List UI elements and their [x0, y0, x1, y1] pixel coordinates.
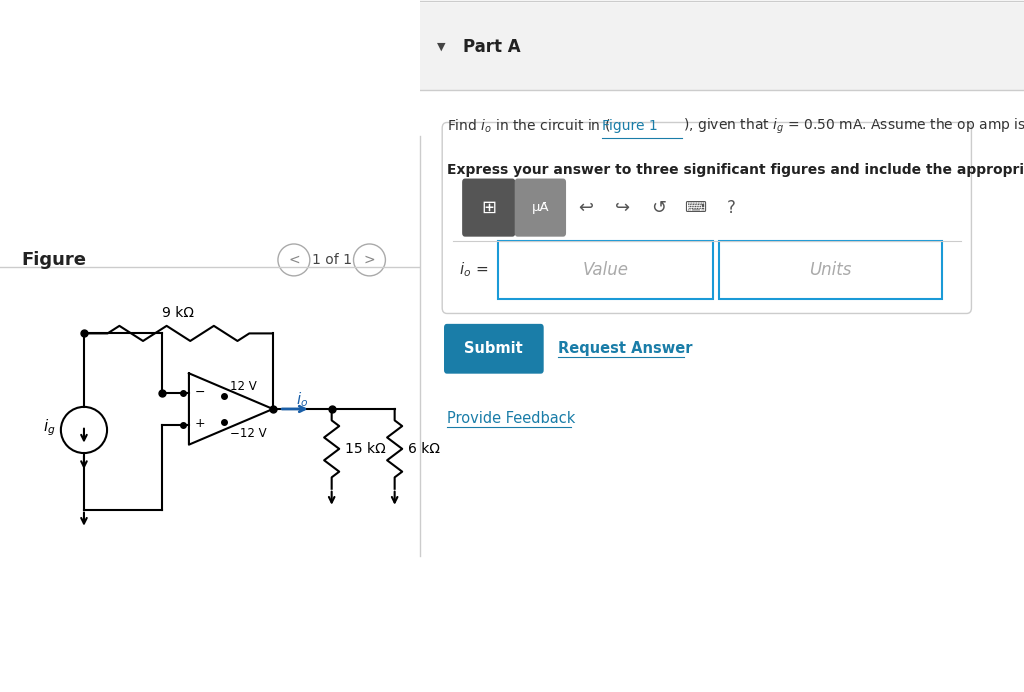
Text: >: > [364, 253, 375, 267]
Text: 6 kΩ: 6 kΩ [409, 442, 440, 456]
Text: Find $i_o$ in the circuit in (: Find $i_o$ in the circuit in ( [447, 117, 610, 135]
Text: $+$: $+$ [195, 417, 206, 430]
Text: ), given that $i_g$ = 0.50 mA. Assume the op amp is ideal.: ), given that $i_g$ = 0.50 mA. Assume th… [683, 116, 1024, 136]
Text: Provide Feedback: Provide Feedback [447, 411, 575, 426]
Text: ⌨: ⌨ [684, 200, 706, 215]
Text: −12 V: −12 V [230, 427, 266, 440]
Text: ▼: ▼ [436, 42, 445, 52]
FancyBboxPatch shape [515, 179, 566, 237]
Text: $i_o$ =: $i_o$ = [459, 260, 488, 280]
Text: ↪: ↪ [614, 199, 630, 217]
FancyBboxPatch shape [499, 241, 713, 299]
FancyBboxPatch shape [719, 241, 942, 299]
Text: Request Answer: Request Answer [558, 341, 692, 356]
Text: Part A: Part A [463, 38, 521, 56]
FancyBboxPatch shape [444, 324, 544, 374]
Text: Units: Units [810, 261, 852, 279]
Text: μȦ: μȦ [531, 201, 550, 214]
Text: <: < [288, 253, 300, 267]
Text: 9 kΩ: 9 kΩ [163, 306, 195, 320]
Text: Figure: Figure [20, 251, 86, 269]
Text: $i_o$: $i_o$ [296, 390, 308, 409]
Text: Submit: Submit [465, 341, 523, 356]
FancyBboxPatch shape [420, 3, 1024, 90]
Text: 15 kΩ: 15 kΩ [345, 442, 386, 456]
Text: 1 of 1: 1 of 1 [311, 253, 351, 267]
Text: Express your answer to three significant figures and include the appropriate uni: Express your answer to three significant… [447, 163, 1024, 176]
FancyBboxPatch shape [442, 122, 972, 313]
Text: 12 V: 12 V [230, 381, 257, 394]
Text: ?: ? [727, 199, 735, 217]
Text: Figure 1: Figure 1 [602, 119, 658, 133]
Text: Value: Value [583, 261, 629, 279]
FancyBboxPatch shape [462, 179, 515, 237]
Text: $-$: $-$ [195, 385, 206, 398]
Text: $i_g$: $i_g$ [43, 417, 56, 438]
Text: ↩: ↩ [579, 199, 594, 217]
Text: ↺: ↺ [651, 199, 666, 217]
Text: ⊞: ⊞ [481, 199, 497, 217]
